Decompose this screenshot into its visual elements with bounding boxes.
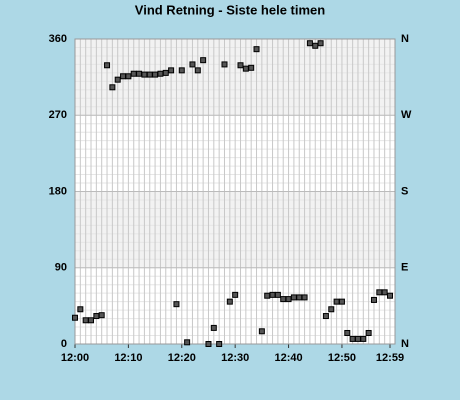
point xyxy=(360,335,367,342)
point xyxy=(114,76,121,83)
y2-tick-label: N xyxy=(401,33,409,45)
point xyxy=(322,313,329,320)
point xyxy=(317,40,324,47)
point xyxy=(194,67,201,74)
point xyxy=(125,73,132,80)
point xyxy=(189,61,196,68)
point xyxy=(136,70,143,77)
point xyxy=(152,71,159,78)
point xyxy=(376,289,383,296)
point xyxy=(173,301,180,308)
point xyxy=(248,64,255,71)
point xyxy=(328,306,335,313)
point xyxy=(146,71,153,78)
chart-title: Vind Retning - Siste hele timen xyxy=(135,2,326,17)
x-tick-label: 12:10 xyxy=(114,352,142,364)
point xyxy=(216,341,223,347)
point xyxy=(344,329,351,336)
point xyxy=(232,291,239,298)
point xyxy=(184,339,191,346)
point xyxy=(210,324,217,331)
x-tick-label: 12:59 xyxy=(376,352,404,364)
point xyxy=(72,314,78,321)
y2-tick-label: N xyxy=(401,338,409,350)
point xyxy=(178,67,185,74)
point xyxy=(88,317,95,324)
point xyxy=(200,57,207,64)
point xyxy=(253,46,260,53)
point xyxy=(77,306,84,313)
y-tick-label: 0 xyxy=(61,338,67,350)
point xyxy=(301,294,308,301)
y-tick-label: 180 xyxy=(49,185,67,197)
point xyxy=(312,42,319,49)
point xyxy=(349,335,356,342)
point xyxy=(370,296,377,303)
y2-tick-label: E xyxy=(401,262,408,274)
point xyxy=(98,312,105,319)
point xyxy=(221,61,228,68)
x-tick-label: 12:40 xyxy=(274,352,302,364)
point xyxy=(109,84,116,91)
point xyxy=(82,317,89,324)
x-tick-label: 12:20 xyxy=(168,352,196,364)
point xyxy=(381,289,388,296)
point xyxy=(237,62,244,69)
point xyxy=(93,313,100,320)
point xyxy=(338,298,345,305)
x-tick-label: 12:00 xyxy=(61,352,89,364)
point xyxy=(296,294,303,301)
point xyxy=(162,69,169,76)
point xyxy=(354,335,361,342)
point xyxy=(285,296,292,303)
point xyxy=(264,292,271,299)
point xyxy=(157,70,164,77)
point xyxy=(365,329,372,336)
x-tick-label: 12:50 xyxy=(328,352,356,364)
point xyxy=(168,67,175,74)
y-tick-label: 90 xyxy=(55,262,67,274)
y-tick-label: 360 xyxy=(49,33,67,45)
point xyxy=(242,65,249,72)
point xyxy=(387,292,393,299)
point xyxy=(269,291,276,298)
point xyxy=(130,70,137,77)
plot: 0 90 180 270 360 N E S W N 12:00 12:10 12:20 12:30 12:… xyxy=(49,33,412,364)
point xyxy=(120,73,127,80)
y-tick-label: 270 xyxy=(49,109,67,121)
point xyxy=(141,71,148,78)
point xyxy=(290,294,297,301)
point xyxy=(306,40,313,47)
point xyxy=(226,298,233,305)
point xyxy=(205,341,212,347)
point xyxy=(104,62,111,69)
point xyxy=(333,298,340,305)
y2-tick-label: S xyxy=(401,185,408,197)
point xyxy=(274,291,281,298)
point xyxy=(258,328,265,335)
point xyxy=(280,296,287,303)
plot-border xyxy=(74,38,396,345)
y2-tick-label: W xyxy=(401,109,412,121)
x-tick-label: 12:30 xyxy=(221,352,249,364)
